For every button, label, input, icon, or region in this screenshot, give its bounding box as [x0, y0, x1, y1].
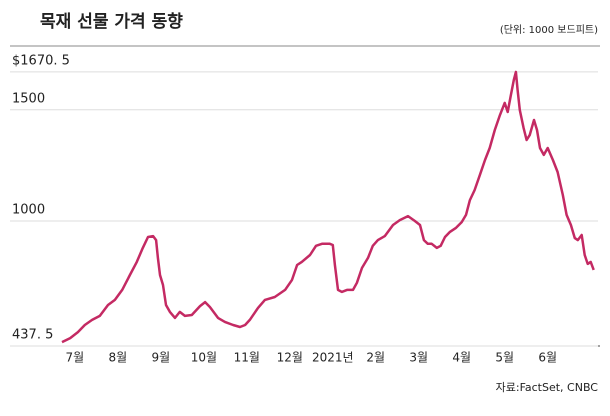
y-tick-label: $1670. 5	[12, 53, 70, 68]
x-tick-label: 5월	[495, 351, 514, 365]
chart-title: 목재 선물 가격 동향	[40, 11, 183, 32]
x-tick-label: 9월	[152, 351, 171, 365]
x-tick-label: 10월	[191, 351, 217, 365]
x-tick-label: 8월	[109, 351, 128, 365]
y-tick-label: 1500	[12, 91, 45, 106]
x-tick-label: 12월	[277, 351, 303, 365]
x-tick-label: 2월	[366, 351, 385, 365]
x-tick-label: 7월	[66, 351, 85, 365]
unit-note: (단위: 1000 보드피트)	[500, 23, 598, 36]
source-note: 자료:FactSet, CNBC	[496, 381, 599, 394]
x-tick-label: 3월	[409, 351, 428, 365]
y-tick-label: 1000	[12, 202, 45, 217]
line	[61, 70, 595, 344]
y-tick-label: 437. 5	[12, 328, 53, 343]
x-tick-label: 2021년	[312, 351, 354, 365]
x-tick-label: 6월	[538, 351, 557, 365]
x-tick-label: 11월	[234, 351, 260, 365]
x-tick-label: 4월	[452, 351, 471, 365]
